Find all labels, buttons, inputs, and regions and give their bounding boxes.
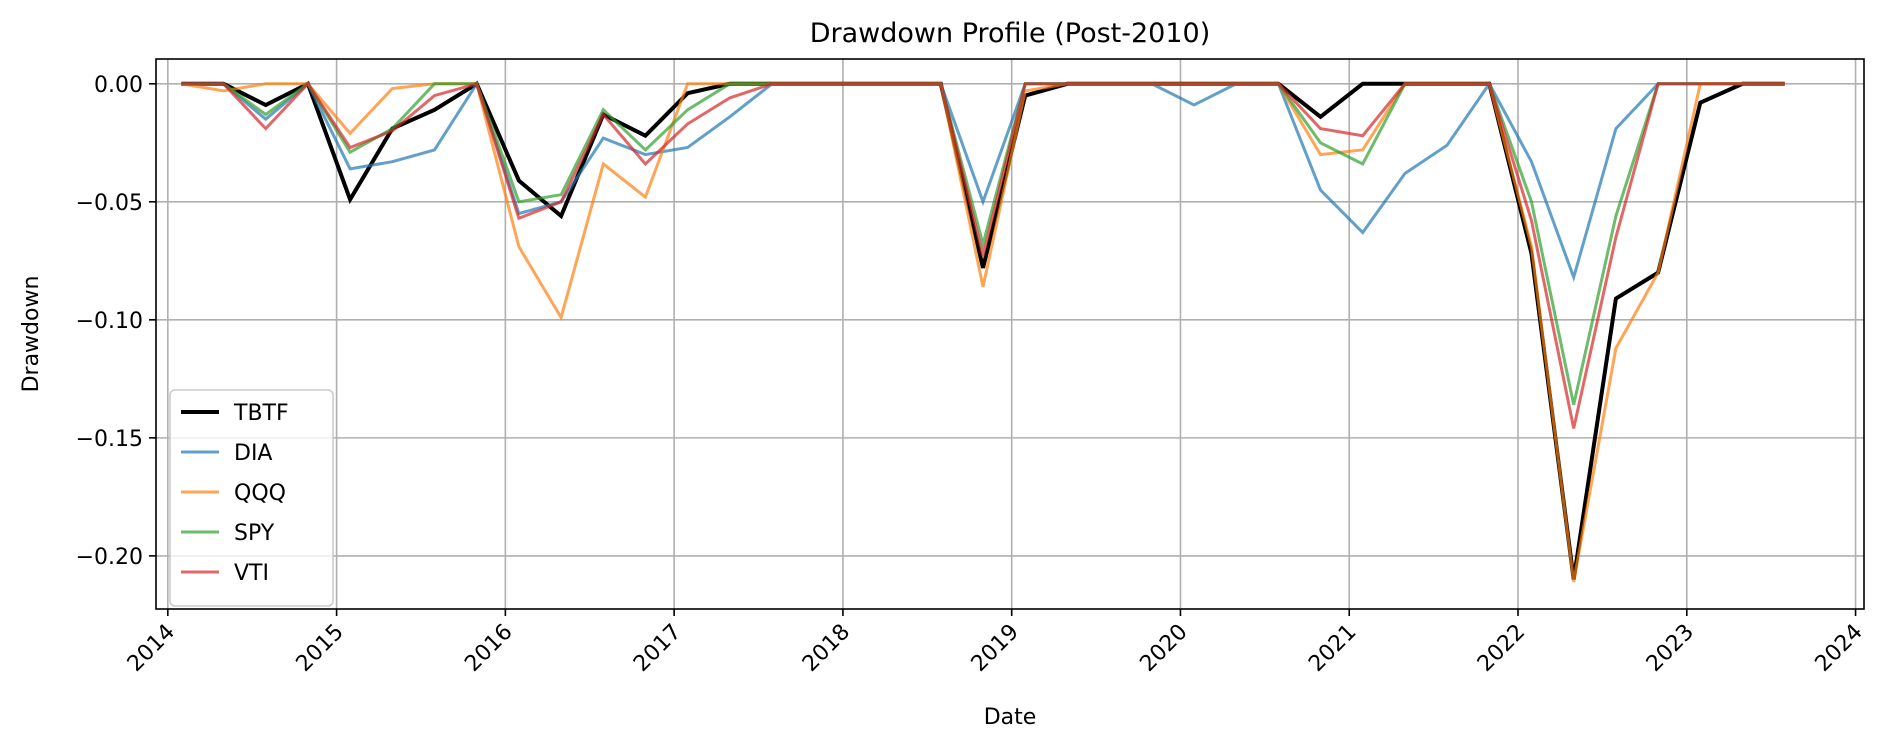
legend-label-vti: VTI	[234, 561, 269, 586]
legend-label-dia: DIA	[234, 441, 272, 466]
y-tick-label: −0.05	[76, 191, 143, 216]
y-tick-label: 0.00	[94, 73, 143, 98]
series-line-vti	[181, 81, 1785, 429]
series-line-spy	[181, 81, 1785, 406]
legend: TBTF DIA QQQ SPY VTI	[169, 389, 334, 607]
legend-label-qqq: QQQ	[234, 481, 286, 506]
y-axis-label: Drawdown	[19, 276, 44, 393]
chart-title: Drawdown Profile (Post-2010)	[810, 18, 1211, 49]
y-tick-label: −0.10	[76, 309, 143, 334]
legend-box	[169, 389, 334, 607]
series-line-dia	[181, 80, 1785, 283]
series-lines	[181, 80, 1785, 583]
legend-label-tbtf: TBTF	[233, 401, 289, 426]
x-axis-label: Date	[984, 705, 1037, 730]
legend-label-spy: SPY	[234, 521, 275, 546]
plot-frame	[155, 58, 1865, 610]
y-tick-label: −0.15	[76, 427, 143, 452]
y-tick-label: −0.20	[76, 545, 143, 570]
